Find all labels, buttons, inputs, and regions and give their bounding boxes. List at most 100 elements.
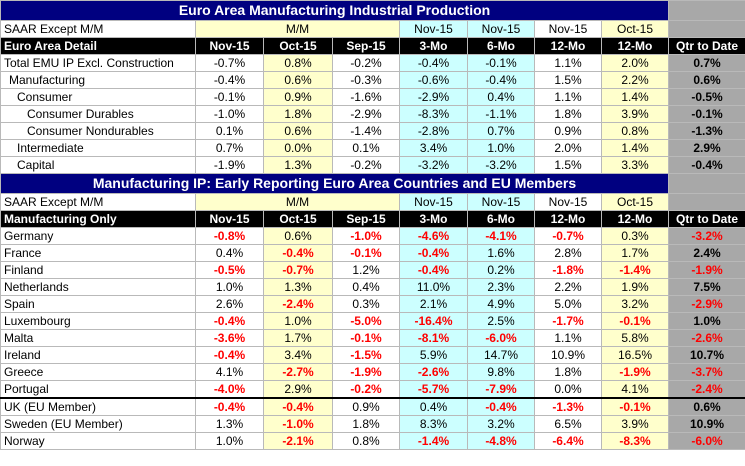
sub-header-12mo-b: Oct-15: [600, 20, 670, 38]
value-cell: 2.2%: [600, 71, 670, 89]
value-cell: 0.6%: [263, 227, 333, 245]
value-cell: -2.9%: [399, 88, 468, 106]
value-cell: 2.3%: [467, 278, 535, 296]
header-row-2: Manufacturing Only Nov-15 Oct-15 Sep-15 3-Mo…: [0, 210, 745, 228]
row-label: Finland: [0, 261, 196, 279]
column-header: 6-Mo: [467, 210, 535, 228]
sub-header-label: SAAR Except M/M: [0, 20, 196, 38]
value-cell: 9.8%: [467, 363, 535, 381]
value-cell: -0.4%: [668, 156, 745, 174]
value-cell: 3.9%: [600, 415, 670, 433]
column-header: Sep-15: [332, 37, 400, 55]
value-cell: -0.8%: [195, 227, 264, 245]
value-cell: 4.9%: [467, 295, 535, 313]
table-row: Consumer Nondurables 0.1% 0.6% -1.4% -2.8% 0.…: [0, 122, 745, 140]
value-cell: 1.8%: [534, 363, 602, 381]
value-cell: -0.2%: [332, 380, 400, 399]
table-row: Consumer Durables -1.0% 1.8% -2.9% -8.3% -1.1…: [0, 105, 745, 123]
row-label: Consumer: [0, 88, 196, 106]
value-cell: -1.4%: [332, 122, 400, 140]
table-row: Ireland -0.4% 3.4% -1.5% 5.9% 14.7% 10.9% 16.5%…: [0, 346, 745, 364]
value-cell: 0.1%: [195, 122, 264, 140]
value-cell: 1.3%: [263, 156, 333, 174]
table-row: UK (EU Member) -0.4% -0.4% 0.9% 0.4% -0.4% -1.…: [0, 397, 745, 416]
title-row-1: Euro Area Manufacturing Industrial Produ…: [0, 0, 745, 21]
row-label: Consumer Durables: [0, 105, 196, 123]
row-label: Sweden (EU Member): [0, 415, 196, 433]
value-cell: -16.4%: [399, 312, 468, 330]
sub-header-3mo: Nov-15: [399, 193, 468, 211]
value-cell: 0.8%: [332, 432, 400, 450]
value-cell: -2.6%: [668, 329, 745, 347]
value-cell: 0.8%: [600, 122, 670, 140]
value-cell: -2.7%: [263, 363, 333, 381]
ip-table: Euro Area Manufacturing Industrial Produ…: [0, 0, 745, 450]
table-row: Malta -3.6% 1.7% -0.1% -8.1% -6.0% 1.1% 5.8% -2.…: [0, 329, 745, 347]
value-cell: 8.3%: [399, 415, 468, 433]
value-cell: 0.6%: [263, 71, 333, 89]
value-cell: -2.6%: [399, 363, 468, 381]
value-cell: -4.1%: [467, 227, 535, 245]
value-cell: -0.2%: [332, 54, 400, 72]
value-cell: 1.4%: [600, 88, 670, 106]
sub-header-3mo: Nov-15: [399, 20, 468, 38]
column-header: Nov-15: [195, 210, 264, 228]
value-cell: 1.1%: [534, 329, 602, 347]
title-row-2: Manufacturing IP: Early Reporting Euro A…: [0, 173, 745, 194]
value-cell: 1.8%: [263, 105, 333, 123]
column-header: Nov-15: [195, 37, 264, 55]
table-row: Capital -1.9% 1.3% -0.2% -3.2% -3.2% 1.5% 3.3% -…: [0, 156, 745, 174]
value-cell: -0.7%: [263, 261, 333, 279]
value-cell: 1.2%: [332, 261, 400, 279]
value-cell: 4.1%: [195, 363, 264, 381]
value-cell: -1.3%: [534, 397, 602, 416]
value-cell: -1.4%: [600, 261, 670, 279]
value-cell: -0.1%: [600, 397, 670, 416]
value-cell: 2.4%: [668, 244, 745, 262]
value-cell: 10.9%: [534, 346, 602, 364]
value-cell: -8.3%: [600, 432, 670, 450]
title-grey-cell: [668, 0, 745, 21]
column-header: Oct-15: [263, 210, 333, 228]
value-cell: 0.0%: [263, 139, 333, 157]
value-cell: -0.4%: [195, 346, 264, 364]
value-cell: -6.0%: [668, 432, 745, 450]
column-header: 12-Mo: [534, 210, 602, 228]
value-cell: 1.4%: [600, 139, 670, 157]
value-cell: -1.4%: [399, 432, 468, 450]
value-cell: -8.1%: [399, 329, 468, 347]
row-label: Luxembourg: [0, 312, 196, 330]
value-cell: -0.4%: [195, 312, 264, 330]
value-cell: 2.1%: [399, 295, 468, 313]
value-cell: -4.0%: [195, 380, 264, 399]
value-cell: -0.4%: [263, 397, 333, 416]
value-cell: -0.4%: [195, 397, 264, 416]
value-cell: 1.0%: [668, 312, 745, 330]
value-cell: 3.9%: [600, 105, 670, 123]
value-cell: 2.6%: [195, 295, 264, 313]
row-label: Netherlands: [0, 278, 196, 296]
value-cell: -1.8%: [534, 261, 602, 279]
sub-header-12mo-a: Nov-15: [534, 193, 602, 211]
value-cell: -1.9%: [332, 363, 400, 381]
column-header: 3-Mo: [399, 37, 468, 55]
value-cell: -8.3%: [399, 105, 468, 123]
value-cell: 2.9%: [668, 139, 745, 157]
table-row: Sweden (EU Member) 1.3% -1.0% 1.8% 8.3% 3.2% 6…: [0, 415, 745, 433]
value-cell: -0.3%: [332, 71, 400, 89]
value-cell: -6.4%: [534, 432, 602, 450]
value-cell: 2.0%: [600, 54, 670, 72]
value-cell: 0.4%: [332, 278, 400, 296]
value-cell: 5.0%: [534, 295, 602, 313]
row-label: Consumer Nondurables: [0, 122, 196, 140]
column-header: 6-Mo: [467, 37, 535, 55]
value-cell: 2.2%: [534, 278, 602, 296]
value-cell: -1.0%: [195, 105, 264, 123]
value-cell: -1.5%: [332, 346, 400, 364]
value-cell: -2.4%: [263, 295, 333, 313]
column-header: 12-Mo: [600, 37, 670, 55]
value-cell: -0.2%: [332, 156, 400, 174]
value-cell: 1.8%: [534, 105, 602, 123]
value-cell: 11.0%: [399, 278, 468, 296]
value-cell: 0.8%: [263, 54, 333, 72]
